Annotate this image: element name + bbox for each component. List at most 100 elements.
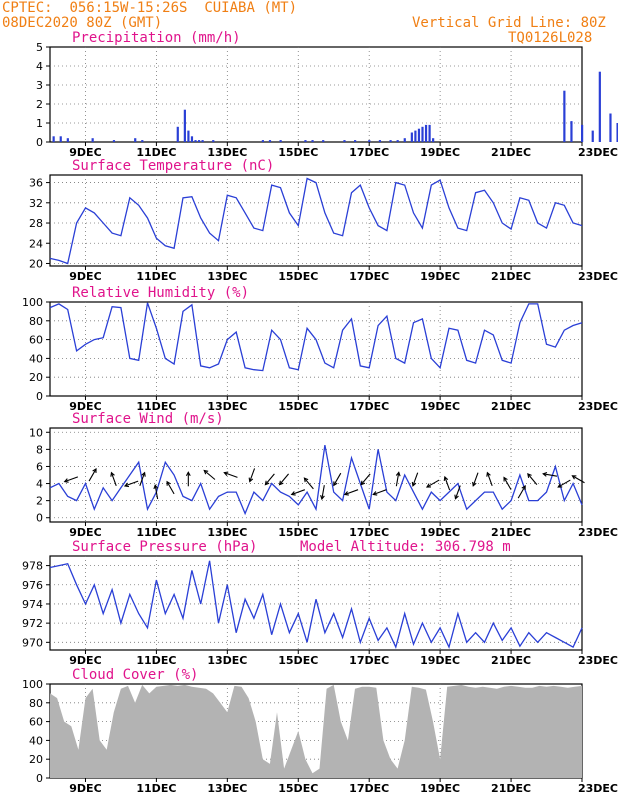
precip-frame	[49, 46, 583, 143]
wind-frame	[49, 427, 583, 523]
temp-frame	[49, 174, 583, 267]
precip-bar	[261, 140, 264, 142]
wind-arrow-shaft	[249, 468, 256, 482]
wind-arrow-head	[372, 491, 378, 496]
cloud-xtick-label: 9DEC	[69, 782, 101, 795]
rh-xtick-label: 13DEC	[207, 400, 247, 413]
precip-bar	[354, 140, 357, 142]
wind-xtick-label: 23DEC	[578, 526, 618, 539]
precip-bar	[414, 130, 417, 142]
rh-xtick-label: 11DEC	[136, 400, 176, 413]
wind-arrow-head	[303, 477, 309, 483]
wind-arrow-shaft	[360, 473, 371, 485]
wind-arrow-shaft	[373, 489, 387, 496]
pressure-xtick-label: 11DEC	[136, 654, 176, 667]
cloud-ytick-label: 100	[22, 678, 43, 691]
temp-xtick-label: 17DEC	[349, 270, 389, 283]
wind-arrow-head	[110, 471, 115, 477]
wind-xtick-label: 15DEC	[278, 526, 318, 539]
wind-arrow-shaft	[166, 481, 175, 495]
wind-arrow-head	[360, 480, 366, 486]
precip-ytick-label: 4	[36, 60, 43, 73]
precip-bar	[112, 140, 116, 142]
pressure-xtick-label: 21DEC	[491, 654, 531, 667]
precip-bar	[609, 113, 612, 142]
temp-ytick-label: 20	[29, 257, 43, 270]
pressure-xtick-label: 15DEC	[278, 654, 318, 667]
precip-bar	[190, 136, 194, 142]
wind-xtick-label: 9DEC	[69, 526, 101, 539]
precip-bar	[591, 130, 594, 142]
wind-arrow-head	[395, 471, 401, 477]
temp-ytick-label: 32	[29, 197, 43, 210]
cloud-xtick-label: 13DEC	[207, 782, 247, 795]
wind-arrow-shaft	[88, 468, 97, 482]
precip-ytick-label: 3	[36, 79, 43, 92]
temp-ytick-label: 36	[29, 177, 43, 190]
header-grid-note: Vertical Grid Line: 80Z	[412, 15, 606, 31]
wind-arrow-shaft	[444, 476, 451, 491]
rh-frame	[49, 301, 583, 397]
pressure-ytick-label: 978	[22, 560, 43, 573]
precip-bar	[410, 132, 413, 142]
wind-arrow-shaft	[139, 472, 146, 487]
wind-line	[49, 444, 583, 516]
cloud-xtick-label: 11DEC	[136, 782, 176, 795]
cloud-ytick-label: 40	[29, 734, 43, 747]
wind-arrow-shaft	[517, 485, 526, 499]
wind-arrow-head	[411, 481, 417, 487]
temp-xtick-label: 13DEC	[207, 270, 247, 283]
precip-bar	[134, 138, 137, 142]
precip-bar	[368, 140, 371, 142]
wind-arrow-head	[527, 473, 532, 478]
header-location-name: CUIABA (MT)	[204, 0, 298, 16]
rh-ytick-label: 80	[29, 315, 43, 328]
cloud-ytick-label: 20	[29, 753, 43, 766]
wind-arrow-head	[503, 476, 508, 482]
cloud-ytick-label: 0	[36, 772, 43, 785]
precip-bar	[598, 71, 601, 142]
wind-arrow-head	[333, 481, 338, 487]
wind-arrow-head	[203, 469, 209, 475]
wind-arrow-head	[141, 471, 146, 477]
wind-arrow-shaft	[557, 479, 571, 488]
precip-bar	[176, 126, 179, 142]
precip-bar	[212, 140, 215, 142]
temp-xtick-label: 15DEC	[278, 270, 318, 283]
cloud-xtick-label: 17DEC	[349, 782, 389, 795]
precip-bar	[322, 140, 325, 142]
wind-arrow-shaft	[321, 485, 325, 500]
precip-bar	[304, 140, 307, 142]
wind-arrow-head	[223, 471, 229, 476]
wind-arrow-shaft	[264, 473, 275, 485]
pressure-title: Surface Pressure (hPa)	[72, 539, 257, 555]
precip-bar	[428, 124, 431, 142]
wind-arrow-head	[185, 471, 191, 477]
wind-arrow-head	[278, 480, 284, 486]
wind-arrow-shaft	[224, 472, 238, 478]
cloud-xtick-label: 23DEC	[578, 782, 618, 795]
cloud-title: Cloud Cover (%)	[72, 667, 198, 683]
cloud-xtick-label: 15DEC	[278, 782, 318, 795]
pressure-line	[49, 560, 583, 650]
wind-ytick-label: 4	[36, 478, 43, 491]
wind-arrow-shaft	[203, 470, 216, 480]
pressure-ytick-label: 970	[22, 636, 43, 649]
wind-arrow-shaft	[154, 485, 159, 500]
header-model-id: TQ0126L028	[508, 30, 593, 46]
rh-line	[49, 302, 583, 372]
wind-arrow-head	[454, 494, 459, 500]
pressure-xtick-label: 23DEC	[578, 654, 618, 667]
wind-arrow-head	[166, 480, 171, 486]
wind-arrow-head	[153, 484, 159, 490]
pressure-annotation: Model Altitude: 306.798 m	[300, 539, 511, 555]
rh-xtick-label: 17DEC	[349, 400, 389, 413]
precip-bar	[424, 124, 428, 142]
rh-title: Relative Humidity (%)	[72, 285, 249, 301]
header-source: CPTEC:	[2, 0, 53, 16]
wind-ytick-label: 6	[36, 460, 43, 473]
precip-xtick-label: 21DEC	[491, 146, 531, 159]
wind-ytick-label: 0	[36, 512, 43, 525]
rh-xtick-label: 15DEC	[278, 400, 318, 413]
precip-xtick-label: 11DEC	[136, 146, 176, 159]
